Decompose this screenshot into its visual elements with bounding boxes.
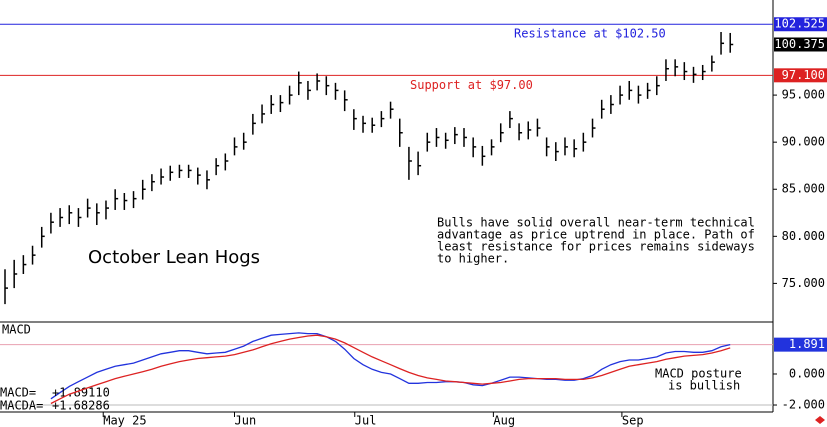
price-box [774, 337, 827, 352]
legend-value: +1.68286 [52, 399, 110, 413]
y-tick-label: 90.000 [782, 135, 825, 149]
y-tick-label: 0.000 [789, 366, 825, 380]
price-box [774, 68, 827, 83]
annotation: advantage as price uptrend in place. Pat… [437, 228, 755, 242]
y-tick-label: -2.000 [782, 398, 825, 412]
y-tick-label: 85.000 [782, 182, 825, 196]
x-tick-label: Jun [235, 414, 257, 427]
price-box [774, 17, 827, 32]
legend-value: +1.89110 [52, 386, 110, 400]
panel-title: MACD [2, 323, 31, 337]
level-label: Support at $97.00 [410, 78, 533, 92]
x-tick-label: Aug [493, 414, 515, 427]
y-tick-label: 95.000 [782, 88, 825, 102]
price-label: 97.100 [782, 68, 825, 82]
y-tick-label: 80.000 [782, 229, 825, 243]
price-box [774, 37, 827, 52]
macd-line [50, 332, 731, 400]
x-tick-label: Sep [622, 414, 644, 427]
y-tick-label: 75.000 [782, 276, 825, 290]
legend-label: MACDA= [0, 399, 43, 413]
annotation: MACD posture [655, 367, 742, 381]
price-label: 100.375 [774, 37, 825, 51]
x-tick-label: May 25 [103, 414, 146, 427]
price-label: 1.891 [789, 337, 825, 351]
x-tick-label: Jul [355, 414, 377, 427]
legend-label: MACD= [0, 386, 36, 400]
annotation: Bulls have solid overall near-term techn… [437, 216, 755, 230]
level-label: Resistance at $102.50 [514, 27, 666, 41]
annotation: to higher. [437, 252, 509, 266]
chart-title: October Lean Hogs [88, 247, 260, 268]
marker [815, 416, 825, 424]
price-label: 102.525 [774, 17, 825, 31]
annotation: is bullish [668, 379, 740, 393]
annotation: least resistance for prices remains side… [437, 240, 755, 254]
macd-line [50, 334, 731, 405]
